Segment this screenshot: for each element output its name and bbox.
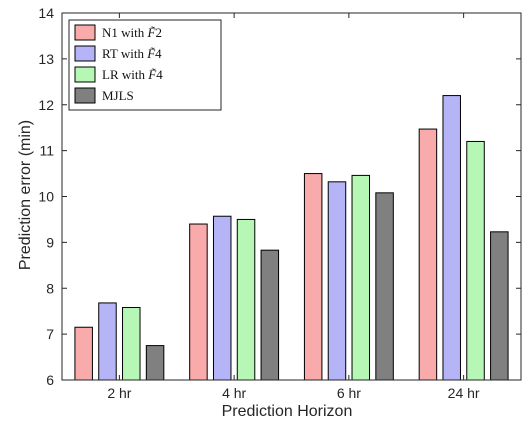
bar-2-4 [442,95,461,381]
y-axis-label: Prediction error (min) [17,120,34,270]
bar-2-1 [98,302,117,381]
x-tick-label-0: 2 hr [107,385,131,401]
y-tick-label-7: 13 [38,51,54,67]
legend-label-2: RT with F̃4 [102,46,162,61]
bar-3-3 [351,174,371,381]
legend-label-4: MJLS [102,88,134,103]
bar-1-3 [303,173,323,381]
y-tick-label-6: 12 [38,97,54,113]
y-tick-label-8: 14 [38,5,54,21]
y-tick-label-2: 8 [46,280,54,296]
y-tick-label-0: 6 [46,372,54,388]
legend-swatch-4 [74,87,96,104]
legend-label-3: LR with F̃4 [102,67,163,82]
bar-1-1 [74,326,93,381]
bar-4-4 [490,231,509,381]
bar-4-3 [375,192,394,381]
x-tick-label-3: 24 hr [448,385,480,401]
bar-4-2 [260,249,280,381]
legend-swatch-3 [74,66,96,83]
y-tick-label-3: 9 [46,234,54,250]
y-tick-label-5: 11 [39,143,54,159]
bar-3-1 [122,307,141,381]
legend-swatch-1 [74,24,96,41]
legend-swatch-2 [74,45,96,62]
y-tick-label-1: 7 [46,326,54,342]
bar-4-1 [145,345,165,381]
y-tick-label-4: 10 [38,189,54,205]
x-tick-label-2: 6 hr [337,385,361,401]
legend-label-1: N1 with F̃2 [102,25,162,40]
bar-2-2 [212,215,232,381]
bar-3-4 [466,140,485,381]
bar-1-4 [418,128,438,381]
bar-1-2 [189,223,208,381]
bar-2-3 [327,181,347,381]
legend: N1 with F̃2 RT with F̃4 LR with F̃4 MJLS [68,19,222,111]
x-tick-label-1: 4 hr [222,385,246,401]
bar-3-2 [236,218,256,381]
x-axis-label: Prediction Horizon [222,403,353,420]
